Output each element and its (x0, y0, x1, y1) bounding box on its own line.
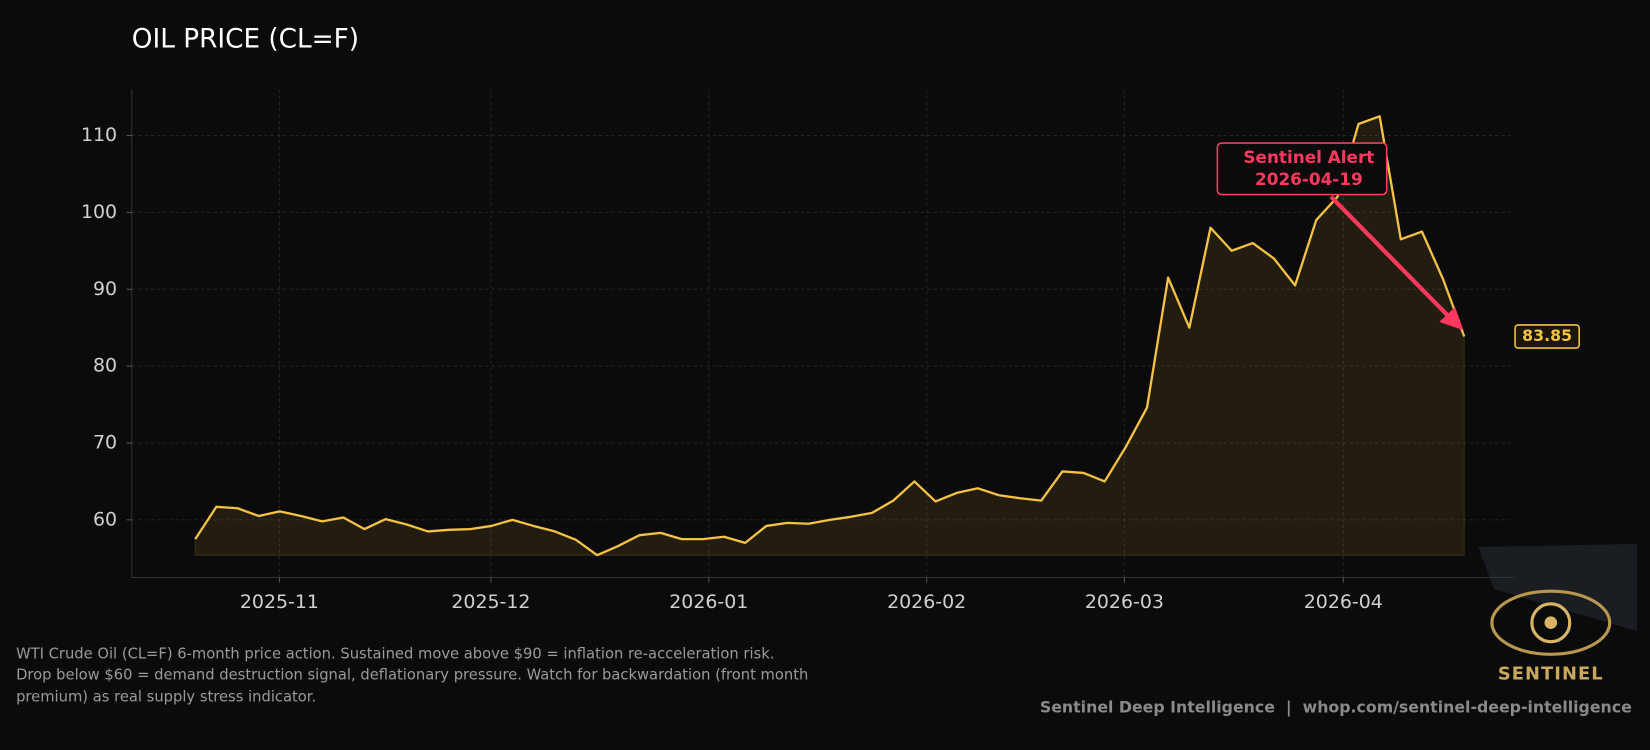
annotation-arrow (1329, 195, 1455, 323)
y-tick-label: 100 (81, 201, 117, 223)
logo: SENTINEL (1478, 543, 1638, 684)
annotation-label: Sentinel Alert (1243, 147, 1374, 167)
logo-backdrop (1478, 543, 1638, 632)
x-tick-label: 2025-12 (451, 591, 530, 613)
y-tick-label: 90 (93, 278, 117, 300)
x-tick-label: 2026-03 (1085, 591, 1164, 613)
x-tick-label: 2026-01 (669, 591, 748, 613)
y-tick-label: 80 (93, 355, 117, 377)
footer: Sentinel Deep Intelligence | whop.com/se… (1040, 697, 1632, 717)
x-tick-label: 2026-02 (887, 591, 966, 613)
y-tick-label: 110 (81, 124, 117, 146)
caption-line: WTI Crude Oil (CL=F) 6-month price actio… (16, 645, 774, 662)
annotation-date: 2026-04-19 (1255, 169, 1363, 189)
y-tick-label: 60 (93, 508, 117, 530)
annotation-arrowhead (1439, 307, 1464, 331)
logo-text: SENTINEL (1498, 663, 1604, 684)
y-tick-label: 70 (93, 431, 117, 453)
logo-eye (1490, 589, 1612, 656)
logo-iris (1530, 602, 1572, 644)
caption-line: Drop below $60 = demand destruction sign… (16, 666, 808, 683)
x-tick-label: 2026-04 (1304, 591, 1383, 613)
chart-title: OIL PRICE (CL=F) (132, 24, 359, 54)
last-value-label: 83.85 (1522, 326, 1572, 345)
annotation-box (1216, 142, 1388, 196)
last-value-box (1514, 324, 1580, 349)
caption-line: premium) as real supply stress indicator… (16, 688, 316, 705)
logo-pupil (1544, 616, 1558, 630)
x-tick-label: 2025-11 (240, 591, 319, 613)
line (194, 115, 1466, 557)
